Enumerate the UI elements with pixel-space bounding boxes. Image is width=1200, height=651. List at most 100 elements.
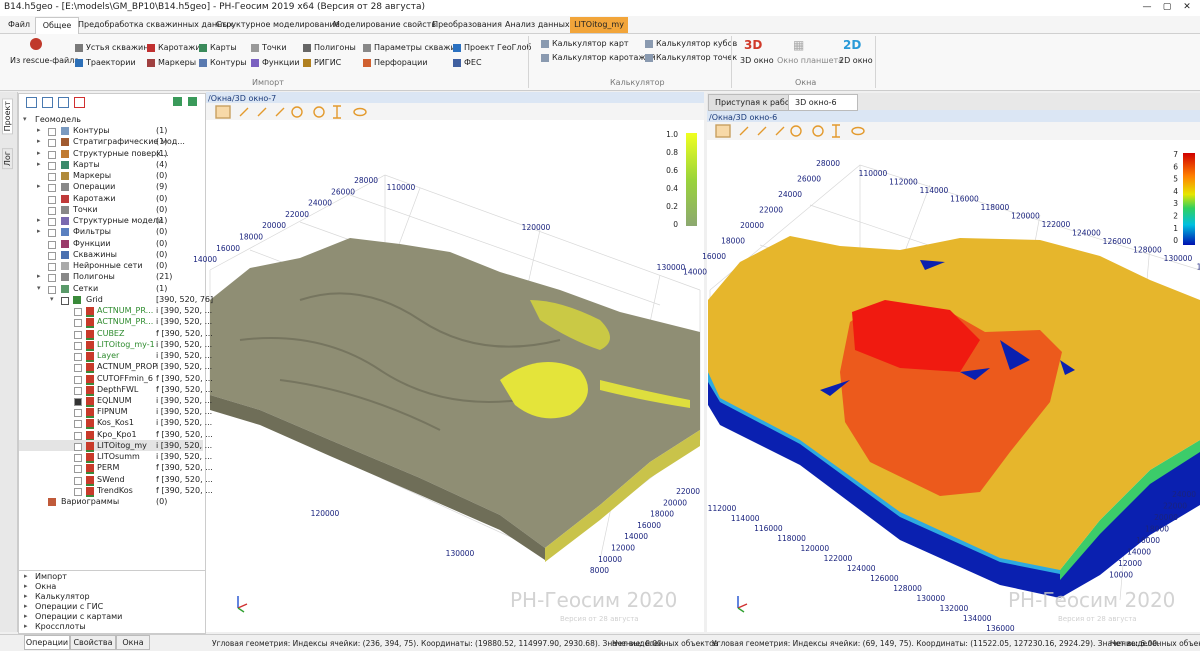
view-tab[interactable]: Приступая к работе bbox=[708, 94, 799, 111]
tree-checkbox[interactable] bbox=[48, 150, 56, 159]
tree-item[interactable]: ACTNUM_PROP bbox=[97, 362, 158, 372]
tree-item[interactable]: Операции bbox=[73, 182, 116, 192]
ribbon-button[interactable]: Калькулятор каротажей bbox=[552, 53, 656, 62]
tree-item[interactable]: Полигоны bbox=[73, 272, 115, 282]
tree-expander[interactable]: ▸ bbox=[37, 272, 41, 281]
tree-item[interactable]: Геомодель bbox=[35, 115, 81, 124]
tree-checkbox[interactable] bbox=[74, 341, 82, 350]
ribbon-button[interactable]: Контуры bbox=[210, 58, 247, 67]
tree-item[interactable]: SWend bbox=[97, 474, 125, 484]
tree-item[interactable]: ACTNUM_PR... bbox=[97, 317, 154, 327]
side-tab[interactable]: Проект bbox=[2, 98, 13, 135]
tree-expander[interactable]: ▾ bbox=[37, 283, 41, 292]
bottom-tab[interactable]: Окна bbox=[116, 635, 150, 650]
tree-item[interactable]: Сетки bbox=[73, 283, 99, 293]
tree-checkbox[interactable] bbox=[74, 487, 82, 496]
ribbon-button[interactable]: Калькулятор карт bbox=[552, 39, 629, 48]
tree-checkbox[interactable] bbox=[48, 251, 56, 260]
tree-checkbox[interactable] bbox=[74, 409, 82, 418]
tree-checkbox[interactable] bbox=[74, 431, 82, 440]
tree-checkbox[interactable] bbox=[74, 442, 82, 451]
ribbon-button[interactable]: Карты bbox=[210, 43, 237, 52]
ribbon-button[interactable]: ФЕС bbox=[464, 58, 482, 67]
tree-expander[interactable]: ▾ bbox=[23, 115, 27, 123]
tree-checkbox[interactable] bbox=[48, 184, 56, 193]
tree-item[interactable]: LITOitog_my bbox=[97, 440, 147, 450]
tree-item[interactable]: PERM bbox=[97, 463, 120, 473]
tree-item[interactable]: Карты bbox=[73, 159, 100, 169]
window-control[interactable]: ✕ bbox=[1183, 2, 1191, 12]
tree-tool[interactable] bbox=[26, 97, 37, 108]
operation-item[interactable]: Окна bbox=[35, 582, 57, 591]
tree-item[interactable]: LITOsumm bbox=[97, 452, 140, 462]
tree-checkbox[interactable] bbox=[74, 375, 82, 384]
tree-checkbox[interactable] bbox=[74, 364, 82, 373]
operation-item[interactable]: Импорт bbox=[35, 572, 67, 581]
tree-expander[interactable]: ▾ bbox=[50, 294, 54, 303]
tree-checkbox[interactable] bbox=[74, 398, 82, 406]
tree-checkbox[interactable] bbox=[48, 274, 56, 283]
tree-expander[interactable]: ▸ bbox=[24, 602, 28, 610]
menu-tab[interactable]: Общее bbox=[35, 17, 79, 34]
tree-item[interactable]: Функции bbox=[73, 238, 111, 248]
tree-item[interactable]: DepthFWL bbox=[97, 384, 139, 394]
ribbon-button[interactable]: Функции bbox=[262, 58, 300, 67]
menu-tab[interactable]: Преобразования bbox=[432, 20, 502, 29]
tree-item[interactable]: CUTOFFmin_6 bbox=[97, 373, 154, 383]
tree-expander[interactable]: ▸ bbox=[37, 137, 41, 146]
tree-checkbox[interactable] bbox=[48, 161, 56, 170]
ribbon-button[interactable]: Устья скважин bbox=[86, 43, 149, 52]
ribbon-button[interactable]: Траектории bbox=[86, 58, 136, 67]
tree-item[interactable]: LITOitog_my-1 bbox=[97, 339, 155, 349]
tree-expander[interactable]: ▸ bbox=[37, 159, 41, 168]
menu-tab[interactable]: Файл bbox=[7, 20, 31, 29]
tree-expander[interactable]: ▸ bbox=[24, 582, 28, 590]
tree-item[interactable]: Вариограммы bbox=[61, 497, 120, 507]
tree-tool[interactable] bbox=[42, 97, 53, 108]
tree-tool[interactable] bbox=[58, 97, 69, 108]
tree-item[interactable]: Структурные модели bbox=[73, 216, 164, 226]
tree-expander[interactable]: ▸ bbox=[24, 592, 28, 600]
tree-checkbox[interactable] bbox=[74, 465, 82, 474]
ribbon-button[interactable]: РИГИС bbox=[314, 58, 342, 67]
tree-item[interactable]: CUBEZ bbox=[97, 328, 125, 338]
tree-item[interactable]: Точки bbox=[73, 204, 98, 214]
tree-checkbox[interactable] bbox=[48, 128, 56, 137]
menu-tab[interactable]: LITOitog_my bbox=[570, 17, 628, 33]
tree-item[interactable]: Kpo_Kpo1 bbox=[97, 429, 137, 439]
bottom-tab[interactable]: Свойства bbox=[70, 635, 116, 650]
tree-expander[interactable]: ▸ bbox=[37, 182, 41, 191]
tree-checkbox[interactable] bbox=[48, 173, 56, 182]
tree-item[interactable]: Нейронные сети bbox=[73, 261, 143, 271]
tree-checkbox[interactable] bbox=[74, 353, 82, 362]
tree-item[interactable]: Layer bbox=[97, 351, 120, 361]
tree-checkbox[interactable] bbox=[74, 319, 82, 328]
tree-checkbox[interactable] bbox=[74, 308, 82, 317]
tree-item[interactable]: ACTNUM_PR... bbox=[97, 306, 154, 316]
view-tab[interactable]: 3D окно-6 bbox=[788, 94, 858, 111]
tree-item[interactable]: Каротажи bbox=[73, 193, 116, 203]
tree-checkbox[interactable] bbox=[74, 386, 82, 395]
tree-item[interactable]: Структурные поверх... bbox=[73, 148, 169, 158]
ribbon-button[interactable]: Каротажи bbox=[158, 43, 201, 52]
tree-item[interactable]: Контуры bbox=[73, 126, 110, 136]
tree-expander[interactable]: ▸ bbox=[37, 126, 41, 135]
ribbon-button[interactable]: Маркеры bbox=[158, 58, 197, 67]
ribbon-button[interactable]: 2D окно bbox=[839, 56, 873, 65]
tree-expander[interactable]: ▸ bbox=[24, 612, 28, 620]
tree-item[interactable]: Стратиграфические мод... bbox=[73, 137, 185, 147]
menu-tab[interactable]: Предобработка скважинных данных bbox=[78, 20, 234, 29]
operation-item[interactable]: Операции с картами bbox=[35, 612, 123, 621]
tree-checkbox[interactable] bbox=[48, 139, 56, 148]
ribbon-button[interactable]: Полигоны bbox=[314, 43, 356, 52]
tree-checkbox[interactable] bbox=[48, 195, 56, 204]
viewport-tools[interactable] bbox=[215, 105, 865, 138]
ribbon-button[interactable]: Калькулятор кубов bbox=[656, 39, 738, 48]
operation-item[interactable]: Операции с ГИС bbox=[35, 602, 104, 611]
tree-checkbox[interactable] bbox=[61, 296, 69, 305]
tree-expander[interactable]: ▸ bbox=[24, 572, 28, 580]
ribbon-button[interactable]: Окно планшета bbox=[777, 56, 844, 65]
side-tab[interactable]: Лог bbox=[2, 148, 13, 170]
tree-expander[interactable]: ▸ bbox=[37, 148, 41, 157]
tree-checkbox[interactable] bbox=[48, 285, 56, 294]
